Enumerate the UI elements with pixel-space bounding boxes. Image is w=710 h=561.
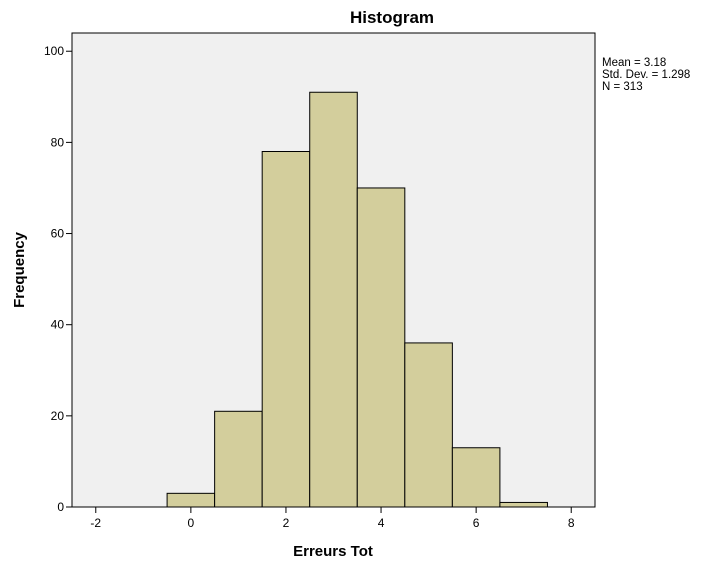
x-tick-label: 0	[188, 516, 195, 530]
x-tick-label: 4	[378, 516, 385, 530]
bars-group	[166, 91, 548, 508]
y-tick-label: 40	[51, 318, 65, 332]
y-tick-label: 60	[51, 227, 65, 241]
x-tick-label: 6	[473, 516, 480, 530]
x-axis: -2 0 2 4 6 8	[90, 507, 575, 530]
histogram-bar	[404, 342, 453, 508]
histogram-bar	[356, 187, 406, 508]
x-tick-label: 2	[283, 516, 290, 530]
x-tick-label: -2	[90, 516, 101, 530]
histogram-bar	[261, 151, 311, 508]
histogram-bar	[451, 447, 501, 508]
stats-line: Std. Dev. = 1.298	[602, 69, 690, 81]
stats-line: N = 313	[602, 81, 643, 93]
y-axis-label: Frequency	[11, 231, 28, 308]
histogram-bar	[166, 492, 216, 508]
stats-line: Mean = 3.18	[602, 57, 666, 69]
chart-title: Histogram	[350, 8, 434, 27]
histogram-bar	[499, 501, 548, 508]
x-tick-label: 8	[568, 516, 575, 530]
y-tick-label: 80	[51, 135, 65, 149]
histogram-bar	[214, 410, 263, 508]
histogram-bar	[309, 91, 358, 508]
x-axis-label: Erreurs Tot	[293, 543, 373, 560]
y-tick-label: 0	[57, 500, 64, 514]
y-tick-label: 20	[51, 409, 65, 423]
y-tick-label: 100	[44, 44, 64, 58]
y-axis: 0 20 40 60 80 100	[44, 44, 72, 514]
